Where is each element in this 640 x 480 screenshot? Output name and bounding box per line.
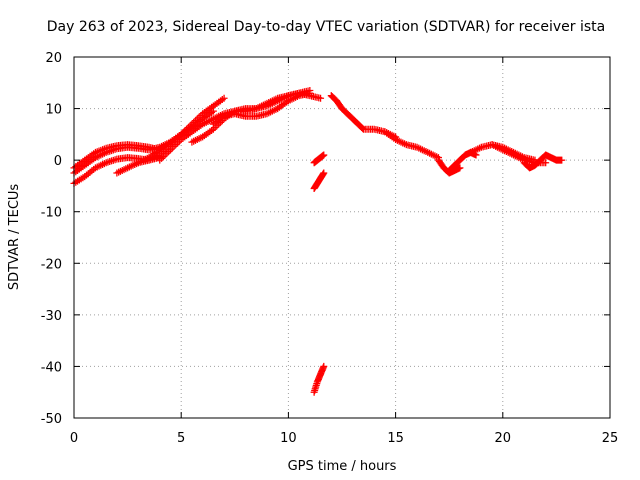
series-arc-9 <box>310 362 328 396</box>
y-axis-label: SDTVAR / TECUs <box>7 184 22 291</box>
data-point <box>306 89 314 97</box>
data-point <box>320 151 328 159</box>
y-tick-label: 10 <box>45 103 62 118</box>
y-tick-label: -40 <box>41 360 62 375</box>
x-tick-label: 20 <box>495 431 512 446</box>
series-arc-8 <box>209 89 314 128</box>
series-arc-18 <box>520 151 566 172</box>
series-arc-6 <box>156 89 325 164</box>
ticks-layer: 0 5 10 15 20 25 -50 -40 -30 -20 -10 0 10 20 <box>41 51 619 446</box>
y-tick-label: -20 <box>41 257 62 272</box>
data-point-fill <box>165 148 173 156</box>
y-tick-label: -30 <box>41 309 62 324</box>
data-point <box>166 146 174 154</box>
data-point-fill <box>159 153 167 161</box>
x-tick-label: 10 <box>280 431 297 446</box>
data-point <box>320 362 328 370</box>
data-point <box>542 159 550 167</box>
data-point <box>320 169 328 177</box>
x-tick-label: 15 <box>387 431 404 446</box>
plot-frame <box>73 56 611 419</box>
y-tick-label: 20 <box>45 51 62 66</box>
x-axis-label: GPS time / hours <box>288 459 397 474</box>
data-point <box>317 94 325 102</box>
series-arc-10 <box>310 169 328 193</box>
data-point-fill <box>163 149 171 157</box>
series-arc-13 <box>381 128 442 162</box>
marks-layer <box>70 87 566 396</box>
chart-title: Day 263 of 2023, Sidereal Day-to-day VTE… <box>47 19 605 35</box>
x-tick-label: 5 <box>177 431 185 446</box>
data-point <box>220 94 228 102</box>
y-tick-label: -10 <box>41 206 62 221</box>
x-tick-label: 0 <box>70 431 78 446</box>
y-tick-label: -50 <box>41 412 62 427</box>
data-point <box>558 156 566 164</box>
y-tick-label: 0 <box>54 154 62 169</box>
x-tick-label: 25 <box>602 431 619 446</box>
data-point <box>456 164 464 172</box>
series-arc-11 <box>310 151 328 167</box>
data-point-fill <box>168 144 176 152</box>
series-arc-17 <box>488 141 550 167</box>
